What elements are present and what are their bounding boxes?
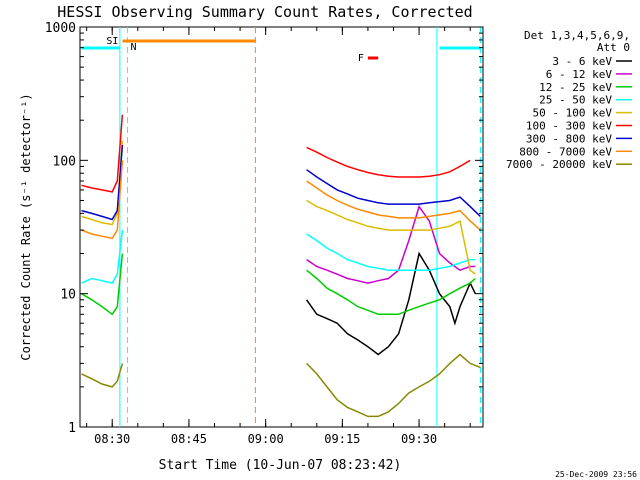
series-line — [305, 251, 476, 356]
series-line — [306, 353, 481, 418]
segment-label: SI — [106, 36, 118, 47]
series-line — [81, 230, 124, 284]
x-axis-label: Start Time (10-Jun-07 08:23:42) — [159, 458, 402, 473]
chart-title: HESSI Observing Summary Count Rates, Cor… — [57, 3, 472, 21]
series-line — [306, 269, 476, 316]
legend-label: 12 - 25 keV — [539, 81, 612, 94]
legend-label: 300 - 800 keV — [526, 132, 612, 145]
series-line — [81, 253, 124, 316]
x-tick-label: 09:30 — [401, 432, 437, 446]
series-line — [306, 204, 476, 284]
timestamp: 25-Dec-2009 23:56 — [555, 470, 637, 479]
legend-label: 100 - 300 keV — [526, 120, 612, 133]
series-line — [81, 160, 124, 240]
series-line — [306, 169, 481, 217]
x-tick-label: 09:00 — [248, 432, 284, 446]
legend-label: 25 - 50 keV — [539, 94, 612, 107]
series-line — [81, 363, 124, 388]
series-line — [306, 199, 476, 275]
legend-label: 7000 - 20000 keV — [506, 158, 612, 171]
y-tick-label: 1000 — [45, 21, 76, 36]
legend-label: 3 - 6 keV — [552, 55, 612, 68]
y-axis-label: Corrected Count Rate (s⁻¹ detector⁻¹) — [19, 93, 33, 360]
series-line — [306, 180, 481, 231]
y-tick-label: 1 — [68, 421, 76, 436]
legend-label: 800 - 7000 keV — [519, 145, 612, 158]
legend-header-line: Att 0 — [597, 41, 630, 54]
x-tick-label: 08:30 — [94, 432, 130, 446]
legend-label: 50 - 100 keV — [533, 107, 613, 120]
y-tick-label: 10 — [60, 288, 76, 303]
legend-label: 6 - 12 keV — [546, 68, 613, 81]
x-tick-label: 09:15 — [324, 432, 360, 446]
series-line — [81, 114, 124, 193]
y-tick-label: 100 — [53, 154, 76, 169]
plot-frame — [79, 26, 484, 428]
segment-label: N — [130, 42, 136, 53]
series-line — [306, 146, 471, 178]
segment-label: F — [358, 53, 364, 64]
series-line — [81, 145, 124, 221]
legend-header-line: Det 1,3,4,5,6,9, — [524, 29, 630, 42]
x-tick-label: 08:45 — [171, 432, 207, 446]
series-line — [306, 233, 476, 271]
